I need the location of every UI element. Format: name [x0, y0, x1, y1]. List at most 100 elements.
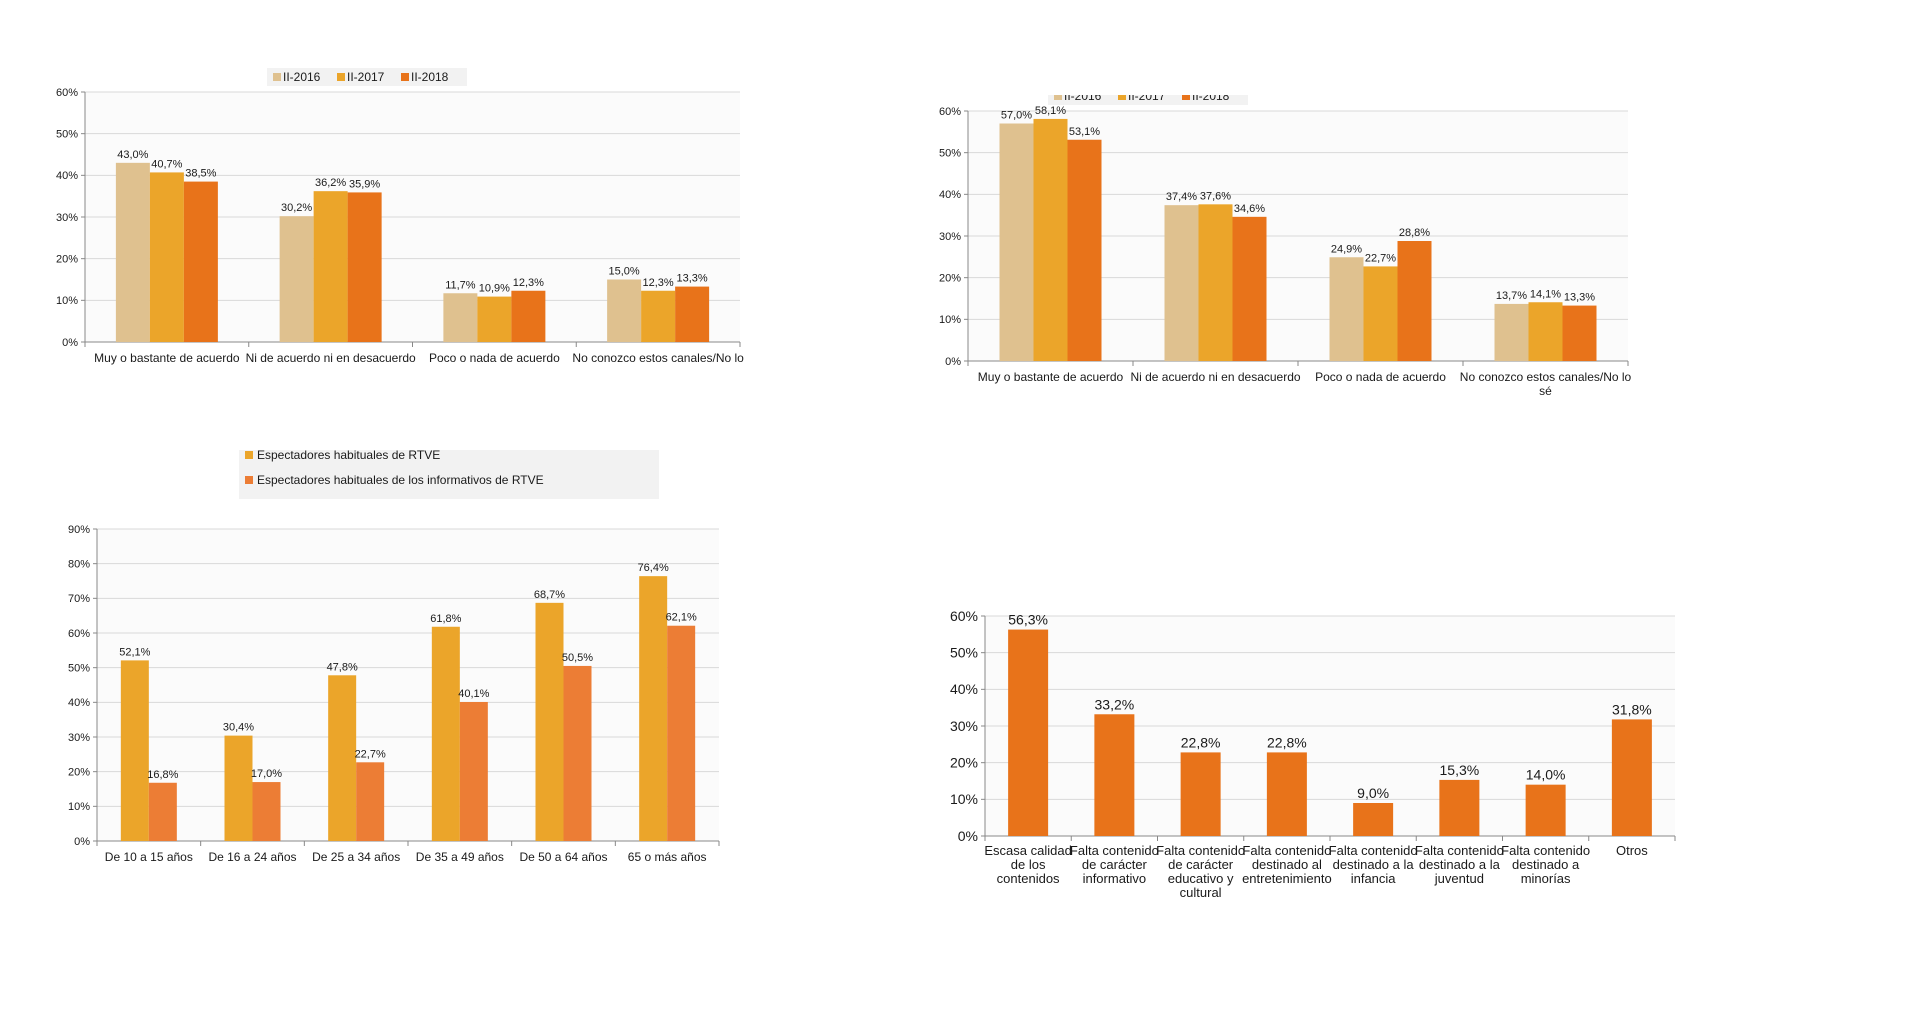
y-tick-label: 10%: [939, 314, 961, 326]
data-label: 47,8%: [327, 661, 358, 673]
y-tick-label: 50%: [950, 645, 978, 661]
bar: [511, 290, 546, 342]
bar: [1611, 719, 1652, 836]
data-label: 43,0%: [117, 149, 148, 161]
bar: [347, 192, 382, 342]
x-tick-label: De 16 a 24 años: [208, 850, 296, 864]
legend-label: II-2016: [283, 70, 321, 84]
legend-box: [1048, 95, 1248, 105]
legend-label: Espectadores habituales de RTVE: [257, 450, 440, 462]
bar: [183, 181, 218, 342]
x-tick-label: Falta contenido: [1329, 843, 1418, 858]
x-tick-label: Ni de acuerdo ni en desacuerdo: [246, 351, 416, 365]
bar: [149, 172, 184, 342]
x-tick-label: 65 o más años: [628, 850, 707, 864]
bar: [431, 626, 460, 841]
legend-label: Espectadores habituales de los informati…: [257, 473, 544, 487]
bar: [1562, 305, 1597, 361]
y-tick-label: 10%: [950, 791, 978, 807]
y-tick-label: 30%: [950, 718, 978, 734]
x-tick-label: destinado al: [1252, 857, 1322, 872]
x-tick-label: Poco o nada de acuerdo: [1315, 370, 1446, 384]
bar: [1528, 302, 1563, 361]
x-tick-label: Muy o bastante de acuerdo: [978, 370, 1124, 384]
bar: [1008, 629, 1049, 836]
x-tick-label: Falta contenido: [1070, 843, 1159, 858]
data-label: 36,2%: [315, 177, 346, 189]
bar: [639, 576, 668, 841]
data-label: 15,3%: [1440, 762, 1480, 778]
bar: [535, 602, 564, 841]
x-tick-label: de carácter: [1082, 857, 1148, 872]
data-label: 61,8%: [430, 613, 461, 625]
bar: [443, 293, 478, 342]
bar: [1494, 303, 1529, 361]
bar: [1329, 257, 1364, 361]
data-label: 14,1%: [1530, 288, 1561, 300]
x-tick-label: cultural: [1180, 885, 1222, 900]
data-label: 35,9%: [349, 178, 380, 190]
data-label: 13,3%: [677, 273, 708, 285]
bar: [1353, 803, 1394, 836]
y-tick-label: 70%: [68, 593, 90, 605]
chart-bottom-right: 0%10%20%30%40%50%60% 56,3%Escasa calidadd…: [950, 608, 1676, 900]
bar: [313, 191, 348, 342]
y-tick-label: 20%: [68, 767, 90, 779]
y-tick-label: 90%: [68, 524, 90, 536]
x-tick-label: Ni de acuerdo ni en desacuerdo: [1130, 370, 1300, 384]
x-tick-label: destinado a la: [1333, 857, 1415, 872]
x-tick-label: Falta contenido: [1501, 843, 1590, 858]
data-label: 22,8%: [1181, 734, 1221, 750]
bar: [675, 286, 710, 342]
y-tick-label: 20%: [950, 755, 978, 771]
chart-top-right: 0% 10% 20% 30% 40% 50% 60% 57,0% 58,1%53,1% Muy o…: [939, 95, 1632, 398]
data-label: 22,7%: [1365, 252, 1396, 264]
x-tick-label: Otros: [1616, 843, 1648, 858]
y-tick-label: 40%: [950, 681, 978, 697]
bar: [1094, 714, 1135, 836]
y-tick-label: 0%: [74, 836, 90, 848]
bar: [1033, 118, 1068, 362]
data-label: 62,1%: [666, 612, 697, 624]
bar: [279, 216, 314, 342]
data-label: 34,6%: [1234, 203, 1265, 215]
y-tick-label: 30%: [939, 231, 961, 243]
legend-box: [267, 68, 467, 86]
bar: [607, 279, 642, 342]
y-tick-label: 20%: [939, 273, 961, 285]
legend-swatch: [1054, 95, 1062, 100]
legend: Espectadores habituales de RTVE Espectado…: [239, 450, 659, 499]
data-label: 68,7%: [534, 589, 565, 601]
data-label: 30,4%: [223, 722, 254, 734]
y-tick-label: 30%: [56, 212, 78, 224]
x-tick-label: De 10 a 15 años: [105, 850, 193, 864]
data-label: 12,3%: [513, 277, 544, 289]
data-label: 57,0%: [1001, 110, 1032, 122]
y-tick-label: 0%: [945, 356, 961, 368]
bar: [563, 665, 592, 841]
legend-label: II-2018: [411, 70, 449, 84]
y-tick-label: 60%: [950, 608, 978, 624]
x-tick-label: Muy o bastante de acuerdo: [94, 351, 240, 365]
x-tick-label: destinado a: [1512, 857, 1580, 872]
y-tick-label: 30%: [68, 732, 90, 744]
data-label: 28,8%: [1399, 227, 1430, 239]
bar: [1067, 139, 1102, 361]
data-label: 16,8%: [147, 769, 178, 781]
data-label: 13,3%: [1564, 292, 1595, 304]
bar: [667, 625, 696, 841]
data-label: 38,5%: [185, 168, 216, 180]
data-label: 40,1%: [458, 688, 489, 700]
legend-swatch: [1182, 95, 1190, 100]
x-tick-label: minorías: [1521, 871, 1571, 886]
legend-swatch: [245, 451, 253, 459]
legend-swatch: [337, 73, 345, 81]
bar: [477, 296, 512, 342]
legend: II-2016 II-2017 II-2018: [1048, 95, 1248, 105]
bar: [1397, 241, 1432, 361]
x-tick-label: sé: [1539, 384, 1552, 398]
x-tick-label: informativo: [1083, 871, 1147, 886]
y-tick-label: 50%: [56, 129, 78, 141]
y-tick-label: 10%: [68, 801, 90, 813]
x-tick-label: No conozco estos canales/No lo: [1460, 370, 1632, 384]
